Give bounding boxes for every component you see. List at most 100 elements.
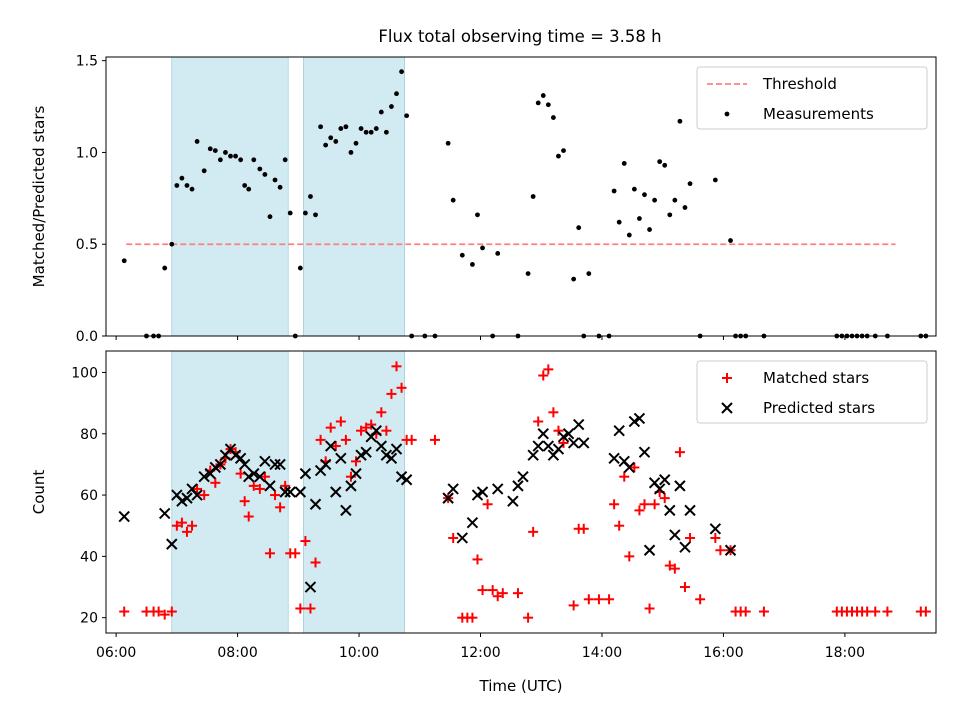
predicted-stars-point-21 (259, 455, 271, 468)
matched-stars-point-92 (664, 560, 675, 571)
predicted-stars-point-49-b (442, 492, 454, 504)
measurements-point-58 (459, 252, 465, 258)
predicted-stars-point-62-b (542, 440, 555, 452)
matched-stars-point-65 (497, 588, 508, 599)
predicted-stars-point-80 (659, 474, 671, 486)
measurements-point-67 (535, 100, 541, 106)
predicted-stars-point-35-b (335, 452, 347, 464)
measurements-point-60 (475, 212, 480, 218)
measurements-point-46 (373, 126, 379, 131)
predicted-stars-point-27-b (294, 486, 307, 498)
predicted-stars-point-81-b (664, 504, 676, 517)
predicted-stars-point-8-b (191, 489, 203, 501)
measurements-point-72 (561, 148, 566, 154)
measurements-point-6 (169, 241, 175, 247)
predicted-stars-point-73 (623, 461, 636, 474)
matched-stars-point-82 (614, 520, 625, 531)
predicted-stars-point-46 (390, 443, 403, 455)
y-axis-label: Matched/Predicted stars (30, 106, 48, 288)
measurements-point-10 (189, 186, 195, 192)
predicted-stars-point-70-b (608, 452, 620, 464)
measurements-point-85 (642, 192, 647, 198)
predicted-stars-point-85-b (684, 504, 696, 517)
predicted-stars-point-29-b (304, 581, 317, 593)
y-tick-label: 20 (80, 611, 98, 627)
measurements-point-49 (389, 104, 394, 109)
predicted-stars-point-36 (340, 504, 352, 517)
measurements-point-29 (287, 210, 293, 216)
measurements-point-61 (480, 245, 485, 251)
predicted-stars-point-76 (638, 446, 651, 458)
measurements-point-36 (323, 142, 329, 148)
measurements-point-74 (576, 225, 582, 231)
measurements-point-25 (267, 214, 273, 220)
matched-stars-point-44 (361, 422, 372, 433)
measurements-point-27 (277, 184, 283, 190)
predicted-stars-point-76-b (638, 446, 651, 458)
predicted-stars-point-44 (380, 449, 393, 461)
matched-stars-point-27 (275, 502, 286, 513)
matched-stars-point-25 (264, 548, 275, 559)
matched-stars-point-26 (270, 490, 281, 501)
predicted-stars-point-5 (176, 495, 188, 507)
matched-stars-point-47 (376, 407, 387, 418)
observing-span-bottom-1 (171, 350, 289, 634)
matched-stars-point-72 (548, 407, 559, 418)
measurements-point-90 (667, 212, 673, 218)
matched-stars-point-70 (538, 370, 549, 381)
predicted-stars-point-12 (214, 458, 227, 471)
predicted-stars-point-77-b (643, 544, 656, 556)
measurements-point-93 (682, 205, 688, 210)
matched-stars-point-95 (679, 582, 690, 593)
x-axis-label: Time (UTC) (479, 677, 563, 695)
predicted-stars-point-9 (198, 470, 210, 483)
predicted-stars-point-66-b (562, 428, 575, 440)
measurements-point-81 (621, 161, 627, 166)
predicted-stars-point-20-b (254, 470, 266, 483)
matched-stars-point-84 (624, 551, 635, 562)
predicted-stars-point-77 (643, 544, 656, 556)
measurements-point-47 (378, 109, 384, 115)
matched-stars-point-35 (315, 434, 326, 445)
matched-stars-point-93 (669, 563, 680, 574)
predicted-stars-point-72-b (618, 455, 630, 468)
predicted-stars-point-60-b (532, 440, 544, 452)
legend-entry-label: Predicted stars (763, 399, 875, 417)
predicted-stars-point-64-b (552, 443, 565, 455)
matched-stars-point-53 (406, 434, 417, 445)
predicted-stars-point-59 (527, 449, 539, 461)
matched-stars-point-85 (629, 462, 640, 473)
predicted-stars-point-25 (279, 486, 291, 498)
predicted-stars-point-2 (159, 507, 171, 520)
matched-stars-point-9 (181, 526, 192, 537)
legend-box-bottom (696, 360, 928, 424)
predicted-stars-point-42-b (370, 424, 382, 437)
matched-stars-point-73 (553, 425, 564, 436)
matched-stars-point-4 (153, 606, 164, 617)
measurements-point-33 (308, 194, 313, 199)
matched-stars-point-94 (674, 447, 685, 458)
predicted-stars-point-46-b (390, 443, 403, 455)
measurements-point-7 (174, 183, 180, 188)
measurements-point-89 (662, 162, 668, 168)
predicted-stars-point-53 (471, 489, 484, 501)
measurements-point-28 (282, 157, 288, 163)
predicted-stars-point-11-b (209, 461, 222, 474)
matched-stars-point-10 (187, 520, 198, 531)
y-tick-label: 80 (80, 427, 98, 443)
legend-predicted-swatch-b (721, 402, 733, 414)
matched-stars-point-56 (448, 532, 459, 543)
predicted-stars-point-40 (360, 446, 372, 458)
measurements-point-18 (233, 153, 238, 159)
predicted-stars-point-60 (532, 440, 544, 452)
predicted-stars-point-14-b (224, 443, 237, 455)
matched-stars-point-30 (290, 548, 301, 559)
measurements-point-66 (530, 194, 536, 199)
predicted-stars-point-86 (709, 523, 722, 535)
x-tick-label: 18:00 (825, 645, 865, 661)
matched-stars-point-104 (758, 606, 769, 617)
measurements-point-79 (611, 188, 617, 194)
matched-stars-point-24 (259, 471, 270, 482)
predicted-stars-point-50-b (447, 483, 459, 495)
measurements-point-35 (318, 124, 323, 130)
